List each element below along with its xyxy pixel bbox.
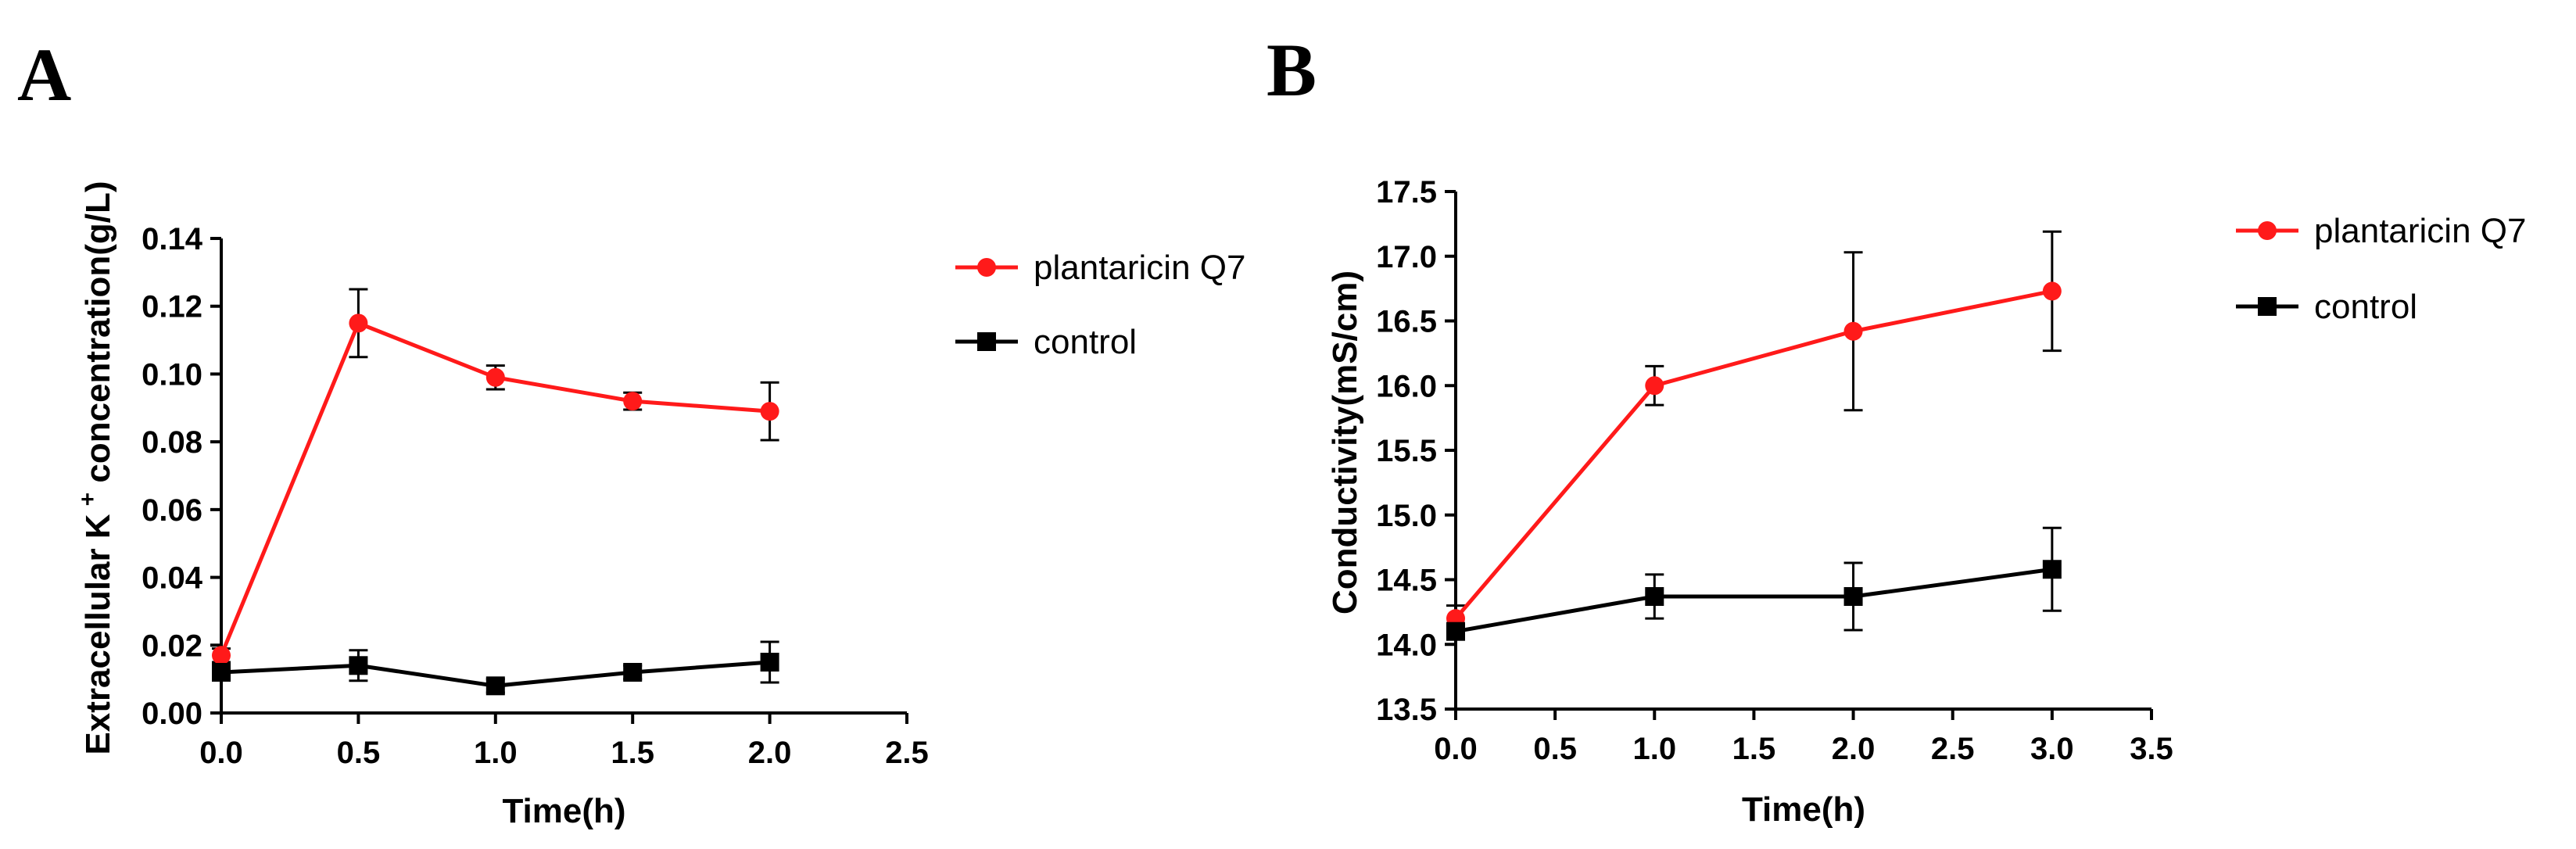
data-point-square bbox=[349, 656, 368, 675]
data-point-circle bbox=[349, 313, 368, 333]
data-point-square bbox=[485, 676, 505, 696]
series-control bbox=[212, 640, 779, 696]
x-tick-label: 0.0 bbox=[199, 736, 243, 770]
y-tick-label: 0.00 bbox=[142, 697, 202, 731]
y-tick-label: 14.0 bbox=[1376, 628, 1437, 662]
data-point-circle bbox=[485, 367, 505, 387]
y-axis-title-superscript: + bbox=[75, 493, 101, 507]
data-point-circle bbox=[760, 402, 779, 421]
y-tick-label: 16.0 bbox=[1376, 369, 1437, 403]
y-tick-label: 13.5 bbox=[1376, 693, 1437, 727]
legend-item: control bbox=[2236, 288, 2417, 326]
x-tick-label: 0.0 bbox=[1434, 732, 1478, 766]
data-point-square bbox=[760, 652, 779, 672]
data-point-square bbox=[1843, 587, 1863, 607]
x-tick-label: 1.0 bbox=[474, 736, 518, 770]
panel-letter-a: A bbox=[17, 33, 71, 116]
data-point-circle bbox=[1843, 321, 1863, 341]
x-axis-title: Time(h) bbox=[1742, 790, 1865, 829]
legend-marker-square bbox=[977, 332, 996, 351]
y-axis-title-tail: concentration(g/L) bbox=[79, 181, 117, 492]
chart-a: 0.00 0.02 0.04 0.06 0.08 0.10 0.12 0.14 0.0 0.5 1.… bbox=[75, 181, 1245, 830]
y-tick-label: 15.0 bbox=[1376, 499, 1437, 533]
y-tick-label: 17.0 bbox=[1376, 240, 1437, 274]
chart-b: 13.5 14.0 14.5 15.0 15.5 16.0 16.5 17.0 17.5 0.0 0… bbox=[1326, 175, 2526, 829]
x-tick-label: 1.5 bbox=[611, 736, 654, 770]
legend-item: plantaricin Q7 bbox=[2236, 212, 2526, 250]
data-point-square bbox=[1645, 587, 1664, 607]
legend-marker-square bbox=[2258, 297, 2277, 316]
x-axis-title: Time(h) bbox=[502, 792, 625, 830]
legend-marker-circle bbox=[2258, 221, 2277, 240]
x-tick-label: 2.5 bbox=[1931, 732, 1975, 766]
legend-label: control bbox=[1034, 323, 1137, 361]
series-line bbox=[1454, 288, 2053, 620]
legend-item: plantaricin Q7 bbox=[955, 249, 1245, 287]
legend-item: control bbox=[955, 323, 1137, 361]
legend-label: plantaricin Q7 bbox=[2314, 212, 2526, 250]
data-point-circle bbox=[2042, 281, 2062, 301]
x-tick-label: 2.0 bbox=[1832, 732, 1876, 766]
y-tick-label: 17.5 bbox=[1376, 175, 1437, 210]
series-plantaricin-q7 bbox=[1446, 230, 2062, 633]
panel-letter-b: B bbox=[1267, 28, 1317, 112]
legend-label: plantaricin Q7 bbox=[1034, 249, 1245, 287]
series-line bbox=[1455, 567, 2053, 634]
x-tick-label: 3.0 bbox=[2030, 732, 2074, 766]
x-tick-label: 1.0 bbox=[1632, 732, 1676, 766]
y-tick-label: 0.14 bbox=[142, 222, 203, 256]
data-point-circle bbox=[623, 392, 643, 411]
y-tick-label: 0.06 bbox=[142, 493, 202, 528]
series-plantaricin-q7 bbox=[212, 288, 779, 665]
legend-marker-circle bbox=[977, 258, 996, 277]
legend-label: control bbox=[2314, 288, 2417, 326]
x-tick-label: 1.5 bbox=[1732, 732, 1776, 766]
y-tick-label: 0.12 bbox=[142, 290, 202, 324]
y-tick-label: 15.5 bbox=[1376, 434, 1437, 468]
y-tick-label: 0.02 bbox=[142, 629, 202, 663]
x-tick-label: 0.5 bbox=[1533, 732, 1577, 766]
data-point-square bbox=[1446, 622, 1465, 641]
data-point-square bbox=[623, 662, 643, 682]
data-point-circle bbox=[212, 646, 231, 665]
y-tick-label: 0.04 bbox=[142, 561, 203, 596]
x-tick-label: 3.5 bbox=[2130, 732, 2173, 766]
x-tick-label: 0.5 bbox=[337, 736, 381, 770]
x-tick-label: 2.0 bbox=[748, 736, 792, 770]
y-axis-title-main: Extracellular K bbox=[79, 514, 117, 754]
series-control bbox=[1446, 526, 2062, 641]
y-tick-label: 14.5 bbox=[1376, 564, 1437, 598]
y-tick-label: 16.5 bbox=[1376, 305, 1437, 339]
y-tick-label: 0.10 bbox=[142, 357, 202, 392]
data-point-square bbox=[2042, 560, 2062, 579]
y-tick-label: 0.08 bbox=[142, 425, 202, 460]
x-tick-label: 2.5 bbox=[885, 736, 929, 770]
y-axis-title: Conductivity(mS/cm) bbox=[1326, 270, 1364, 614]
data-point-circle bbox=[1645, 376, 1664, 396]
data-point-square bbox=[212, 662, 231, 682]
y-axis-title-main: Conductivity(mS/cm) bbox=[1326, 270, 1364, 614]
y-axis-title: Extracellular K + concentration(g/L) bbox=[75, 181, 117, 754]
